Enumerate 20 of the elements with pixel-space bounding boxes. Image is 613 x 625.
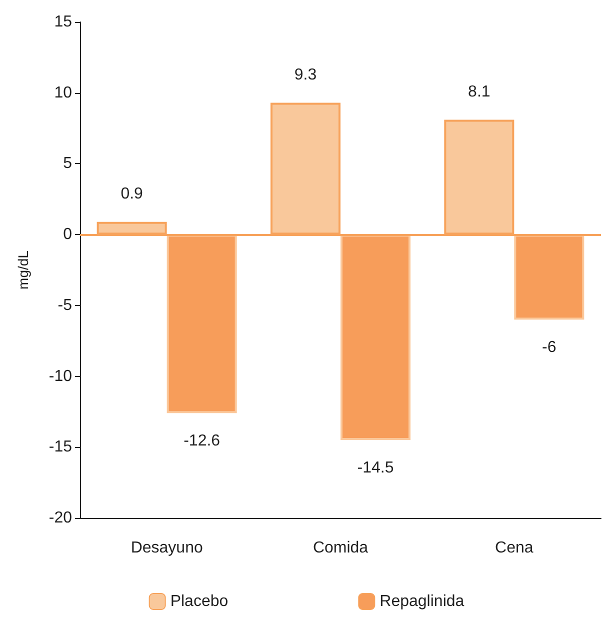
y-tick-label: -10 <box>48 368 72 385</box>
x-tick-label: Desayuno <box>130 540 203 556</box>
y-tick-label: 0 <box>63 226 72 244</box>
data-label: 9.3 <box>294 66 317 84</box>
data-label: -14.5 <box>357 460 394 477</box>
y-axis-title: mg/dL <box>15 250 31 290</box>
x-tick-label: Comida <box>312 540 368 556</box>
y-tick-label: 15 <box>54 14 72 30</box>
data-label: 0.9 <box>120 185 144 202</box>
y-tick-label: 10 <box>54 84 72 102</box>
x-tick-label: Cena <box>495 540 534 556</box>
data-label: -6 <box>542 339 556 356</box>
y-tick-label: -5 <box>58 296 72 314</box>
legend-label: Repaglinida <box>380 593 464 610</box>
data-label: 8.1 <box>468 83 490 100</box>
y-tick-label: -15 <box>48 438 72 456</box>
y-tick-label: -20 <box>48 510 72 526</box>
data-label: -12.6 <box>184 432 220 450</box>
y-tick-label: 5 <box>63 155 72 172</box>
legend-label: Placebo <box>170 593 228 610</box>
